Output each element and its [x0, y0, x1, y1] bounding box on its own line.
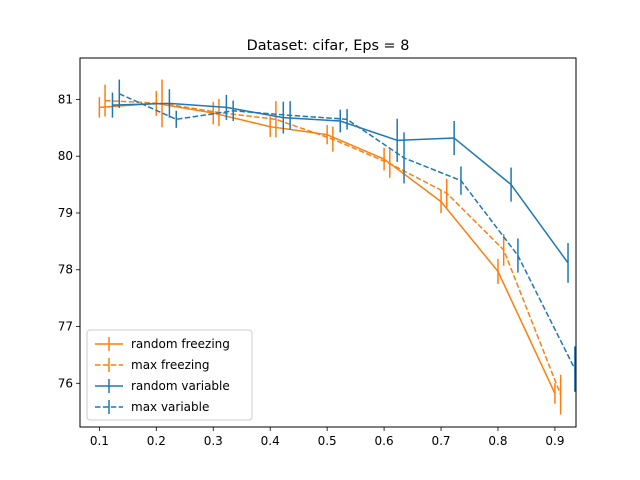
- x-tick-label: 0.6: [375, 434, 394, 448]
- y-tick-label: 81: [58, 92, 73, 106]
- x-tick-label: 0.3: [204, 434, 223, 448]
- legend: random freezing max freezing random variab…: [86, 329, 253, 421]
- legend-label: random variable: [131, 379, 230, 393]
- chart-title: Dataset: cifar, Eps = 8: [247, 38, 410, 54]
- plot-area: [98, 79, 576, 415]
- series-max-variable: [118, 79, 576, 392]
- series-random-freezing: [98, 90, 556, 404]
- y-tick-label: 79: [58, 206, 73, 220]
- x-axis: 0.1 0.2 0.3 0.4 0.5 0.6 0.7 0.8 0.9: [90, 427, 564, 448]
- axes-frame: [79, 57, 577, 428]
- y-tick-label: 77: [58, 320, 73, 334]
- x-tick-label: 0.7: [431, 434, 450, 448]
- x-tick-label: 0.2: [147, 434, 166, 448]
- legend-label: max freezing: [131, 358, 209, 372]
- x-tick-label: 0.8: [488, 434, 507, 448]
- y-axis: 76 77 78 79 80 81: [58, 92, 80, 390]
- legend-box: [86, 329, 253, 421]
- y-tick-label: 80: [58, 149, 73, 163]
- series-random-variable: [111, 89, 569, 283]
- y-tick-label: 76: [58, 376, 73, 390]
- legend-label: random freezing: [131, 337, 230, 351]
- x-tick-label: 0.5: [318, 434, 337, 448]
- x-tick-label: 0.9: [545, 434, 564, 448]
- y-tick-label: 78: [58, 263, 73, 277]
- legend-label: max variable: [131, 400, 209, 414]
- x-tick-label: 0.4: [261, 434, 280, 448]
- x-tick-label: 0.1: [90, 434, 109, 448]
